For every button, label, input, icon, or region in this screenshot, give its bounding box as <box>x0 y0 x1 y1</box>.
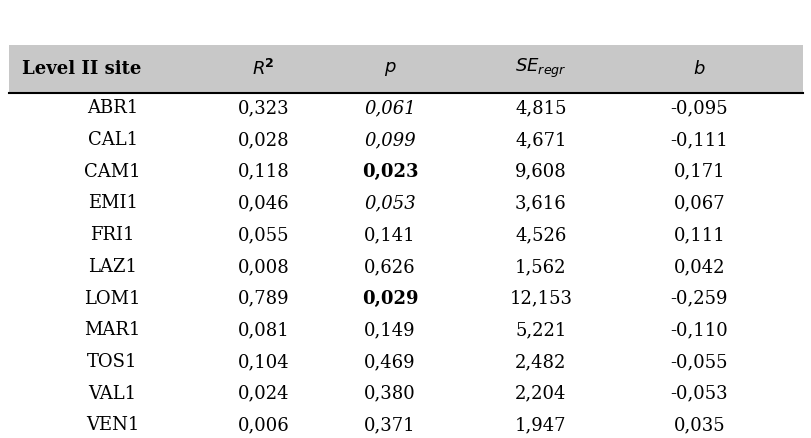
Text: 9,608: 9,608 <box>514 163 566 181</box>
Text: FRI1: FRI1 <box>90 226 135 244</box>
Text: -0,110: -0,110 <box>670 321 727 339</box>
Text: 0,323: 0,323 <box>237 99 289 117</box>
Text: -0,111: -0,111 <box>670 131 727 149</box>
Text: 0,028: 0,028 <box>237 131 289 149</box>
Text: 0,055: 0,055 <box>237 226 289 244</box>
Text: 4,815: 4,815 <box>514 99 566 117</box>
Text: 0,042: 0,042 <box>673 258 724 276</box>
Text: 2,204: 2,204 <box>514 385 566 403</box>
Bar <box>10 251 801 283</box>
Text: 0,118: 0,118 <box>237 163 289 181</box>
Bar <box>10 124 801 156</box>
Text: ABR1: ABR1 <box>87 99 138 117</box>
Text: 0,371: 0,371 <box>364 417 415 434</box>
Text: $\mathbf{\mathit{R}}^{\mathbf{2}}$: $\mathbf{\mathit{R}}^{\mathbf{2}}$ <box>251 59 274 79</box>
Text: $\mathbf{\mathit{b}}$: $\mathbf{\mathit{b}}$ <box>693 60 705 78</box>
Bar <box>10 219 801 251</box>
Text: 0,029: 0,029 <box>362 290 418 307</box>
Text: $\mathbf{\mathit{SE}}_{\mathbf{\mathit{regr}}}$: $\mathbf{\mathit{SE}}_{\mathbf{\mathit{r… <box>514 57 566 80</box>
Text: -0,055: -0,055 <box>670 353 727 371</box>
Text: VEN1: VEN1 <box>86 417 139 434</box>
Text: TOS1: TOS1 <box>88 353 138 371</box>
Text: 12,153: 12,153 <box>508 290 572 307</box>
Text: 0,171: 0,171 <box>673 163 724 181</box>
Text: MAR1: MAR1 <box>84 321 140 339</box>
Text: 2,482: 2,482 <box>514 353 566 371</box>
Text: VAL1: VAL1 <box>88 385 136 403</box>
Text: 0,061: 0,061 <box>364 99 415 117</box>
Bar <box>10 156 801 187</box>
Text: 0,469: 0,469 <box>364 353 415 371</box>
Bar <box>10 410 801 438</box>
Bar <box>10 283 801 314</box>
Text: 4,526: 4,526 <box>514 226 566 244</box>
Bar <box>10 346 801 378</box>
Text: 1,562: 1,562 <box>514 258 566 276</box>
Text: 0,626: 0,626 <box>364 258 415 276</box>
Text: 0,111: 0,111 <box>672 226 724 244</box>
Text: 0,380: 0,380 <box>364 385 415 403</box>
Text: 5,221: 5,221 <box>514 321 566 339</box>
Text: 0,141: 0,141 <box>364 226 415 244</box>
Text: 0,081: 0,081 <box>237 321 289 339</box>
Text: 0,149: 0,149 <box>364 321 415 339</box>
Text: LOM1: LOM1 <box>84 290 140 307</box>
Text: 4,671: 4,671 <box>514 131 566 149</box>
Text: 0,008: 0,008 <box>237 258 289 276</box>
Text: CAL1: CAL1 <box>88 131 138 149</box>
Text: 0,035: 0,035 <box>673 417 724 434</box>
Text: 0,099: 0,099 <box>364 131 415 149</box>
Text: 0,024: 0,024 <box>237 385 289 403</box>
Text: 1,947: 1,947 <box>514 417 566 434</box>
Text: 0,104: 0,104 <box>237 353 289 371</box>
Text: CAM1: CAM1 <box>84 163 141 181</box>
Text: $\mathbf{\mathit{p}}$: $\mathbf{\mathit{p}}$ <box>384 60 396 78</box>
Text: LAZ1: LAZ1 <box>88 258 137 276</box>
Text: 0,067: 0,067 <box>673 194 724 212</box>
Text: -0,053: -0,053 <box>670 385 727 403</box>
Text: Level II site: Level II site <box>22 60 141 78</box>
Bar <box>10 378 801 410</box>
Text: 3,616: 3,616 <box>514 194 566 212</box>
Bar <box>10 314 801 346</box>
Text: 0,053: 0,053 <box>364 194 415 212</box>
Text: 0,789: 0,789 <box>237 290 289 307</box>
Text: -0,259: -0,259 <box>670 290 727 307</box>
Text: 0,023: 0,023 <box>362 163 418 181</box>
Text: -0,095: -0,095 <box>670 99 727 117</box>
Bar <box>10 187 801 219</box>
Text: 0,046: 0,046 <box>237 194 289 212</box>
Text: 0,006: 0,006 <box>237 417 289 434</box>
Bar <box>10 92 801 124</box>
Text: EMI1: EMI1 <box>88 194 137 212</box>
Bar <box>10 45 801 92</box>
